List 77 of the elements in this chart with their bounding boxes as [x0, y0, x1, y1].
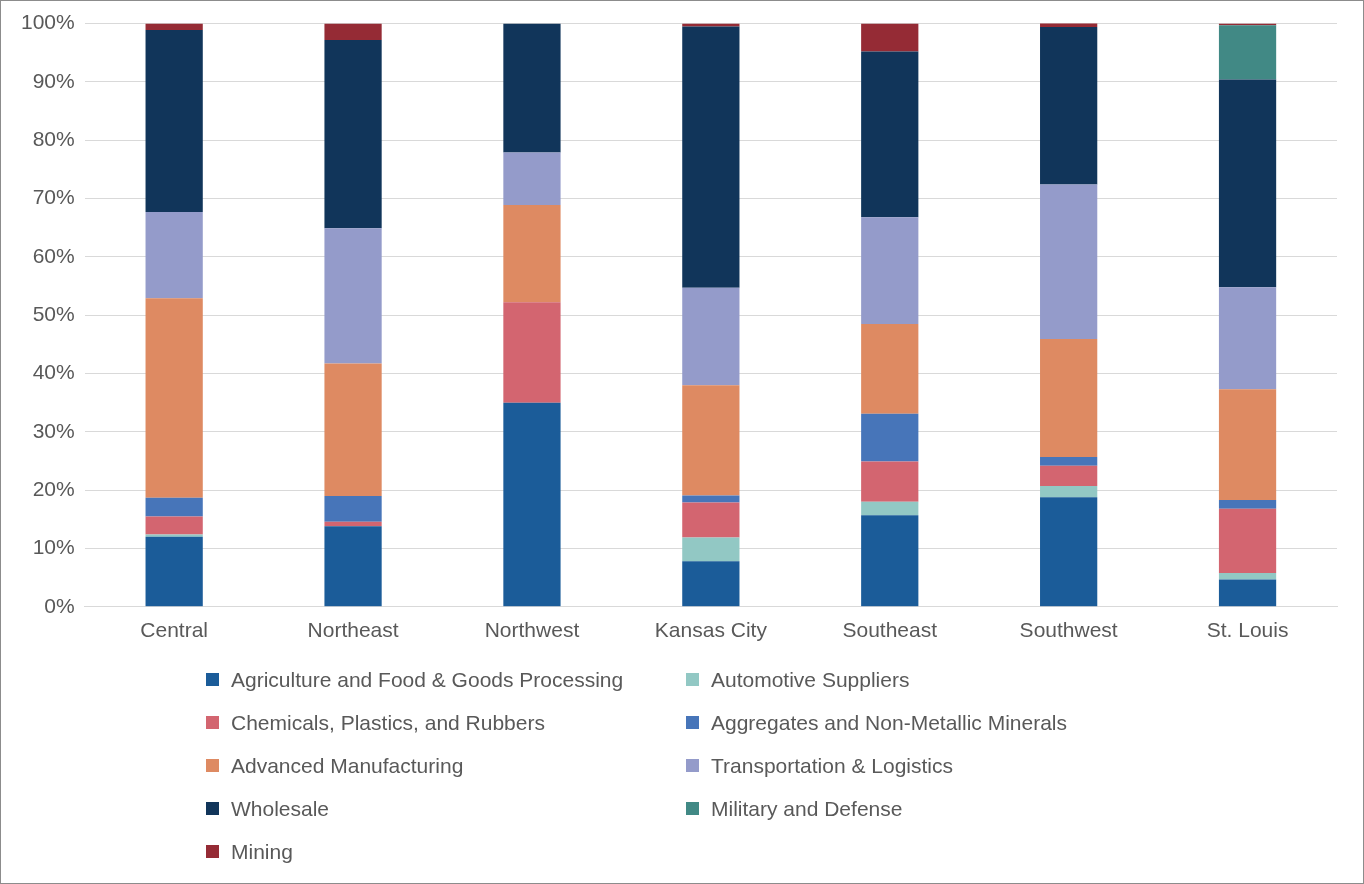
y-tick-label: 30% — [32, 418, 75, 442]
legend-label: Automotive Suppliers — [711, 667, 910, 692]
bar — [145, 211, 203, 299]
legend-label: Advanced Manufacturing — [231, 753, 464, 778]
bar — [145, 497, 203, 517]
x-tick-label: Kansas City — [654, 618, 768, 642]
bar — [1040, 497, 1098, 607]
y-tick-label: 100% — [20, 10, 75, 34]
bar — [682, 502, 740, 538]
bar — [1040, 486, 1098, 498]
bar — [145, 30, 203, 212]
bar — [861, 515, 919, 607]
bar — [503, 23, 561, 153]
x-tick-label: St. Louis — [1206, 618, 1289, 642]
bar — [503, 402, 561, 607]
bar — [1218, 500, 1277, 509]
bar — [1040, 456, 1098, 466]
x-tick-label: Central — [140, 618, 209, 642]
bar — [145, 536, 203, 607]
bar — [324, 363, 382, 496]
bar — [682, 561, 740, 607]
legend-label: Wholesale — [231, 796, 330, 821]
bar — [1218, 572, 1277, 580]
legend-label: Military and Defense — [711, 796, 903, 821]
x-tick-label: Northwest — [484, 618, 580, 642]
bar — [1040, 339, 1098, 457]
bar — [861, 23, 919, 52]
bar — [503, 302, 561, 403]
bar — [1218, 389, 1277, 501]
bar — [1040, 27, 1098, 185]
y-tick-label: 60% — [32, 243, 75, 267]
bar — [1040, 184, 1098, 340]
bar — [1218, 508, 1277, 573]
bar — [682, 23, 740, 27]
bar — [682, 537, 740, 562]
x-tick-label: Northeast — [307, 618, 399, 642]
bar — [861, 217, 919, 324]
legend-label: Agriculture and Food & Goods Processing — [231, 667, 624, 692]
x-tick-label: Southeast — [842, 618, 938, 642]
y-tick-label: 90% — [32, 68, 75, 92]
bar — [503, 204, 561, 303]
legend-label: Mining — [231, 839, 293, 864]
bar — [861, 413, 919, 462]
bar — [861, 501, 919, 516]
bar — [682, 26, 740, 288]
y-tick-label: 20% — [32, 476, 75, 500]
bar — [1218, 579, 1277, 607]
legend-label: Aggregates and Non-Metallic Minerals — [711, 710, 1068, 735]
bar — [503, 152, 561, 205]
bar — [861, 51, 919, 218]
bar — [1218, 79, 1277, 288]
bar — [1040, 465, 1098, 487]
x-tick-label: Southwest — [1019, 618, 1118, 642]
bar — [145, 23, 203, 31]
bar — [1218, 25, 1277, 80]
bar — [145, 534, 203, 537]
bar — [324, 23, 382, 40]
y-tick-label: 80% — [32, 127, 75, 151]
bar — [682, 385, 740, 496]
bar — [145, 298, 203, 498]
bar — [861, 461, 919, 502]
bar — [324, 495, 382, 522]
bar — [324, 228, 382, 364]
y-tick-label: 40% — [32, 360, 75, 384]
y-tick-label: 0% — [44, 593, 75, 617]
bar — [324, 39, 382, 229]
y-tick-label: 70% — [32, 185, 75, 209]
legend-label: Chemicals, Plastics, and Rubbers — [231, 710, 545, 735]
bar — [145, 516, 203, 535]
bar — [861, 323, 919, 414]
bar — [1218, 287, 1277, 390]
bar — [682, 287, 740, 386]
bar — [324, 526, 382, 607]
legend-label: Transportation & Logistics — [711, 753, 954, 778]
bar — [682, 495, 740, 503]
y-tick-label: 10% — [32, 535, 75, 559]
y-tick-label: 50% — [32, 302, 75, 325]
